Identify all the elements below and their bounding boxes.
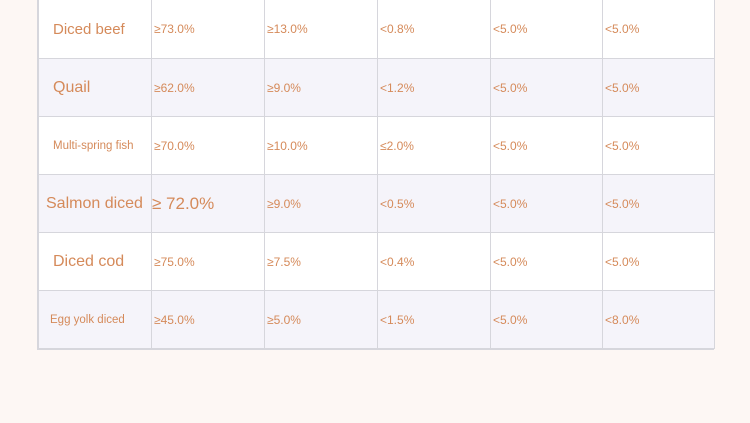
nutrition-table-grid: Diced beef ≥73.0% ≥13.0% <0.8% <5.0% <5.… <box>38 0 715 349</box>
table-row: Quail ≥62.0% ≥9.0% <1.2% <5.0% <5.0% <box>38 58 715 117</box>
table-row: Egg yolk diced ≥45.0% ≥5.0% <1.5% <5.0% … <box>38 290 715 349</box>
table-cell: <0.4% <box>377 232 491 291</box>
table-cell: ≥73.0% <box>151 0 265 59</box>
table-cell: ≥62.0% <box>151 58 265 117</box>
table-cell: ≥7.5% <box>264 232 378 291</box>
table-cell: <1.5% <box>377 290 491 349</box>
table-cell: ≥9.0% <box>264 58 378 117</box>
table-row: Diced beef ≥73.0% ≥13.0% <0.8% <5.0% <5.… <box>38 0 715 59</box>
table-cell: ≥70.0% <box>151 116 265 175</box>
table-row: Multi-spring fish ≥70.0% ≥10.0% ≤2.0% <5… <box>38 116 715 175</box>
table-cell: ≥13.0% <box>264 0 378 59</box>
table-cell: <8.0% <box>602 290 715 349</box>
table-cell: <0.5% <box>377 174 491 233</box>
table-cell: <0.8% <box>377 0 491 59</box>
row-name: Egg yolk diced <box>38 290 152 349</box>
table-cell: ≤2.0% <box>377 116 491 175</box>
table-cell: ≥45.0% <box>151 290 265 349</box>
table-row: Salmon diced ≥ 72.0% ≥9.0% <0.5% <5.0% <… <box>38 174 715 233</box>
table-cell: ≥9.0% <box>264 174 378 233</box>
row-name: Quail <box>38 58 152 117</box>
table-cell: <5.0% <box>602 232 715 291</box>
table-cell: <5.0% <box>602 58 715 117</box>
nutrition-table: Diced beef ≥73.0% ≥13.0% <0.8% <5.0% <5.… <box>37 0 715 350</box>
row-name: Salmon diced <box>38 174 152 233</box>
table-cell: ≥75.0% <box>151 232 265 291</box>
table-cell: <1.2% <box>377 58 491 117</box>
row-name: Diced cod <box>38 232 152 291</box>
table-cell: <5.0% <box>602 174 715 233</box>
table-cell: ≥10.0% <box>264 116 378 175</box>
table-cell: <5.0% <box>490 290 603 349</box>
table-cell: <5.0% <box>602 0 715 59</box>
table-cell: ≥ 72.0% <box>151 174 265 233</box>
table-row: Diced cod ≥75.0% ≥7.5% <0.4% <5.0% <5.0% <box>38 232 715 291</box>
row-name: Diced beef <box>38 0 152 59</box>
table-cell: <5.0% <box>490 232 603 291</box>
table-cell: <5.0% <box>602 116 715 175</box>
table-cell: <5.0% <box>490 116 603 175</box>
table-cell: <5.0% <box>490 174 603 233</box>
table-cell: ≥5.0% <box>264 290 378 349</box>
table-cell: <5.0% <box>490 58 603 117</box>
table-cell: <5.0% <box>490 0 603 59</box>
row-name: Multi-spring fish <box>38 116 152 175</box>
